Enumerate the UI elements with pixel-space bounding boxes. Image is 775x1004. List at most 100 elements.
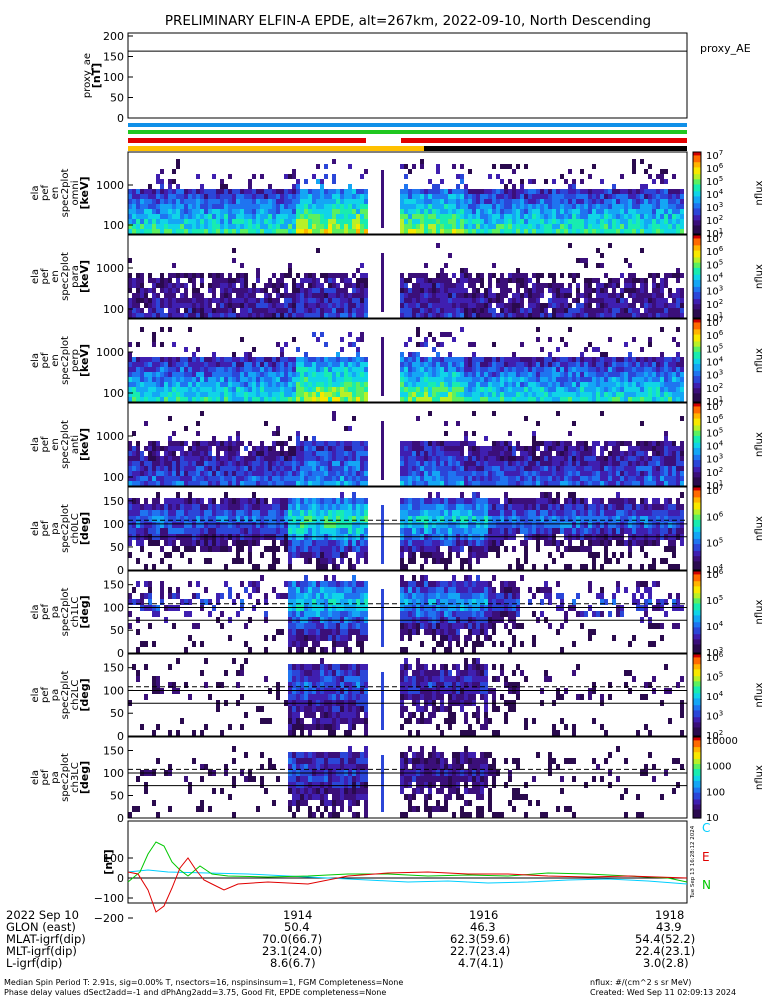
spec-cell [196, 293, 200, 298]
spec-cell [564, 481, 568, 486]
spec-cell [328, 293, 332, 298]
spec-cell [260, 392, 264, 397]
spec-cell [644, 481, 648, 486]
spec-cell [536, 308, 540, 313]
spec-cell [428, 288, 432, 293]
spec-cell [496, 382, 500, 387]
spec-cell [344, 204, 348, 209]
spec-cell [596, 382, 600, 387]
spec-cell [316, 298, 320, 303]
spec-cell [256, 461, 260, 466]
spec-cell [448, 303, 452, 308]
spec-cell [620, 362, 624, 367]
spec-cell [412, 456, 416, 461]
spec-cell [208, 357, 212, 362]
spec-cell [612, 466, 616, 471]
spec-cell [596, 293, 600, 298]
spec-cell [404, 184, 408, 189]
spec-cell [524, 219, 528, 224]
spec-cell [460, 372, 464, 377]
spec-cell [200, 357, 204, 362]
spec-cell [560, 283, 564, 288]
spec-cell [220, 298, 224, 303]
spec-cell [500, 451, 504, 456]
spec-cell [360, 298, 364, 303]
spec-cell [304, 224, 308, 229]
spec-cell [252, 219, 256, 224]
spec-cell [524, 357, 528, 362]
spec-cell [232, 219, 236, 224]
spec-cell [344, 441, 348, 446]
spec-cell [548, 273, 552, 278]
spec-cell [172, 456, 176, 461]
spec-cell [652, 199, 656, 204]
spec-cell [272, 362, 276, 367]
spec-cell [476, 204, 480, 209]
spec-cell [632, 372, 636, 377]
spec-cell [504, 194, 508, 199]
spec-cell [464, 387, 468, 392]
spec-cell [224, 372, 228, 377]
spec-cell [320, 283, 324, 288]
spec-cell [452, 229, 456, 234]
spec-cell [660, 313, 664, 318]
spec-cell [284, 392, 288, 397]
spec-cell [576, 214, 580, 219]
spec-cell [608, 337, 612, 342]
spec-cell [516, 204, 520, 209]
spec-cell [308, 451, 312, 456]
spec-cell [280, 357, 284, 362]
spec-cell [564, 377, 568, 382]
spec-cell [564, 387, 568, 392]
spec-cell [600, 377, 604, 382]
spec-cell [144, 466, 148, 471]
spec-cell [420, 481, 424, 486]
spec-cell [308, 446, 312, 451]
spec-cell [192, 229, 196, 234]
spec-cell [544, 481, 548, 486]
spec-cell [496, 189, 500, 194]
spec-cell [140, 313, 144, 318]
spec-cell [528, 229, 532, 234]
spec-cell [132, 372, 136, 377]
colorbar-label: nflux [754, 264, 765, 289]
spec-cell [412, 392, 416, 397]
spec-cell [228, 273, 232, 278]
spec-cell [140, 476, 144, 481]
spec-cell [292, 293, 296, 298]
spec-cell [560, 357, 564, 362]
spec-cell [656, 303, 660, 308]
spec-cell [228, 476, 232, 481]
spec-cell [192, 209, 196, 214]
spec-cell [172, 377, 176, 382]
spec-cell [572, 308, 576, 313]
spec-cell [416, 382, 420, 387]
spec-cell [512, 352, 516, 357]
spec-cell [644, 392, 648, 397]
spec-cell [204, 303, 208, 308]
spec-cell [192, 224, 196, 229]
spec-cell [636, 466, 640, 471]
spec-cell [184, 313, 188, 318]
spec-cell [232, 209, 236, 214]
spec-cell [672, 308, 676, 313]
spec-cell [148, 189, 152, 194]
spec-cell [612, 456, 616, 461]
spec-cell [488, 456, 492, 461]
spec-cell [508, 456, 512, 461]
spec-cell [312, 382, 316, 387]
spec-cell [424, 298, 428, 303]
spec-cell [208, 471, 212, 476]
spec-cell [516, 189, 520, 194]
spec-cell [144, 189, 148, 194]
spec-cell [192, 293, 196, 298]
spec-cell [596, 199, 600, 204]
spec-cell [560, 387, 564, 392]
spec-cell [224, 441, 228, 446]
spec-cell [240, 288, 244, 293]
spec-cell [488, 278, 492, 283]
spec-cell [136, 382, 140, 387]
spec-cell [628, 189, 632, 194]
spec-cell [136, 397, 140, 402]
